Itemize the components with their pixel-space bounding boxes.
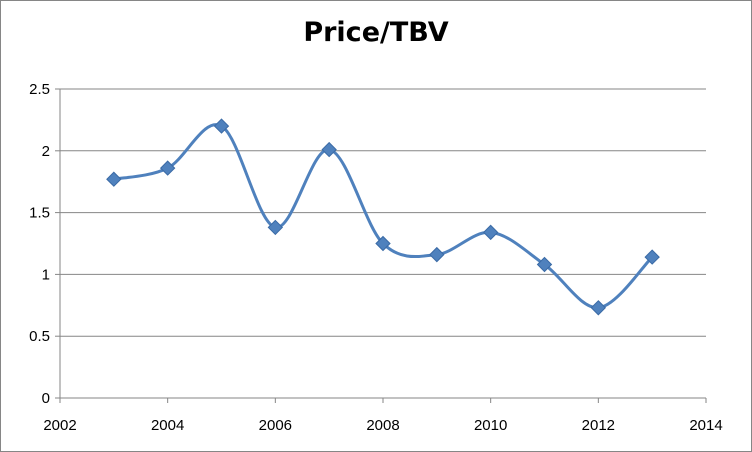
data-point-marker [536, 256, 553, 273]
x-tick-label: 2006 [259, 417, 292, 434]
y-tick-label: 2 [42, 143, 50, 160]
series-line [113, 123, 654, 310]
data-point-marker [159, 160, 176, 176]
y-tick-label: 1 [42, 266, 50, 283]
series-group [106, 118, 660, 316]
y-tick-label: 2.5 [29, 81, 50, 98]
y-tick-label: 0 [42, 390, 50, 407]
data-point-marker [375, 235, 391, 252]
data-point-marker [213, 118, 230, 134]
x-tick-label: 2004 [151, 417, 184, 434]
x-tick-label: 2008 [366, 417, 399, 434]
data-point-marker [106, 171, 122, 187]
data-point-marker [644, 249, 660, 265]
x-tick-label: 2002 [43, 417, 76, 434]
x-tick-label: 2012 [582, 417, 615, 434]
data-point-marker [482, 224, 499, 241]
y-tick-label: 0.5 [29, 328, 50, 345]
gridlines [60, 88, 706, 337]
y-axis-ticks: 0 0.5 1 1.5 2 2.5 [29, 81, 60, 407]
data-point-marker [590, 300, 607, 316]
x-tick-label: 2014 [689, 417, 722, 434]
y-tick-label: 1.5 [29, 205, 50, 222]
data-point-marker [267, 219, 284, 236]
x-tick-label: 2010 [474, 417, 507, 434]
chart-title: Price/TBV [303, 17, 449, 48]
data-point-marker [321, 141, 337, 158]
x-axis-ticks: 2002 2004 2006 2008 2010 2012 2014 [43, 398, 723, 434]
data-point-marker [429, 246, 445, 263]
